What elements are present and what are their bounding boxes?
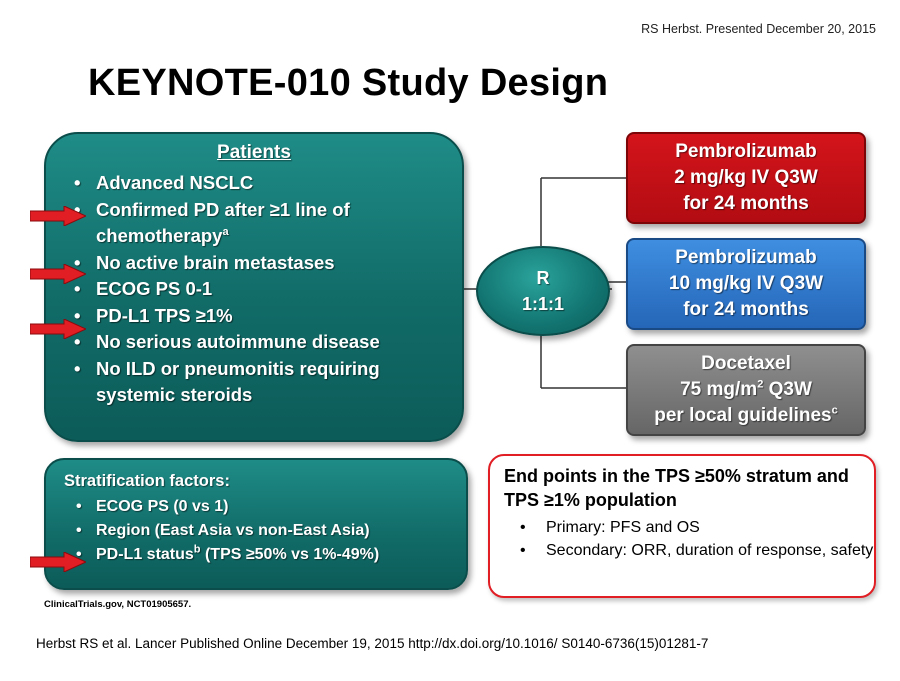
red-arrow-icon (30, 264, 86, 284)
randomization-ratio: 1:1:1 (521, 294, 565, 314)
arm-duration: for 24 months (683, 299, 809, 320)
criteria-item: • PD-L1 TPS ≥1% (74, 304, 233, 326)
arm-dose: 10 mg/kg IV Q3W (668, 273, 824, 294)
arm-pembrolizumab-2mg: Pembrolizumab 2 mg/kg IV Q3W for 24 mont… (626, 132, 866, 224)
stratification-list: • ECOG PS (0 vs 1) • Region (East Asia vs … (46, 495, 466, 567)
arm-pembrolizumab-10mg: Pembrolizumab 10 mg/kg IV Q3W for 24 mon… (626, 238, 866, 330)
criteria-item: • No serious autoimmune disease (74, 331, 380, 352)
presentation-credit: RS Herbst. Presented December 20, 2015 (641, 22, 876, 36)
stratification-box: Stratification factors: • ECOG PS (0 vs 1… (44, 458, 468, 590)
criteria-item: • No active brain metastases (74, 251, 335, 273)
criteria-item: • Confirmed PD after ≥1 line of chemother… (74, 198, 350, 247)
criteria-item: • No ILD or pneumonitis requiring systemi… (74, 357, 380, 406)
endpoints-box: End points in the TPS ≥50% stratum and T… (488, 454, 876, 598)
slide-title: KEYNOTE-010 Study Design (88, 62, 609, 104)
stratification-header: Stratification factors: (64, 472, 230, 490)
arm-duration: for 24 months (683, 193, 809, 214)
red-arrow-icon (30, 206, 86, 226)
endpoints-list: • Primary: PFS and OS • Secondary: ORR, du… (490, 516, 874, 562)
citation-reference: Herbst RS et al. Lancer Published Online… (36, 636, 709, 651)
endpoints-header: End points in the TPS ≥50% stratum and T… (504, 466, 849, 510)
arm-docetaxel: Docetaxel 75 mg/m2 Q3W per local guideli… (626, 344, 866, 436)
red-arrow-icon (30, 552, 86, 572)
patients-header: Patients (217, 142, 291, 163)
clinicaltrials-footnote: ClinicalTrials.gov, NCT01905657. (44, 599, 192, 610)
endpoint-item: • Primary: PFS and OS (520, 519, 700, 536)
randomization-oval: R 1:1:1 (476, 246, 610, 336)
endpoint-item: • Secondary: ORR, duration of response, s… (520, 542, 874, 559)
patients-box: Patients • Advanced NSCLC • Confirmed PD a… (44, 132, 464, 442)
stratification-item: • ECOG PS (0 vs 1) (76, 498, 229, 515)
criteria-item: • Advanced NSCLC (74, 172, 254, 193)
arm-duration: per local guidelinesc (654, 404, 838, 426)
randomization-label: R (536, 268, 550, 288)
arm-dose: 75 mg/m2 Q3W (680, 378, 812, 400)
arm-drug: Docetaxel (701, 353, 791, 374)
arm-drug: Pembrolizumab (675, 247, 817, 268)
red-arrow-icon (30, 319, 86, 339)
stratification-item: • PD-L1 statusb (TPS ≥50% vs 1%-49%) (76, 543, 380, 563)
criteria-item: • ECOG PS 0-1 (74, 278, 213, 299)
arm-dose: 2 mg/kg IV Q3W (674, 167, 818, 188)
patients-criteria-list: • Advanced NSCLC • Confirmed PD after ≥1 l… (46, 170, 462, 409)
arm-drug: Pembrolizumab (675, 141, 817, 162)
stratification-item: • Region (East Asia vs non-East Asia) (76, 522, 370, 539)
